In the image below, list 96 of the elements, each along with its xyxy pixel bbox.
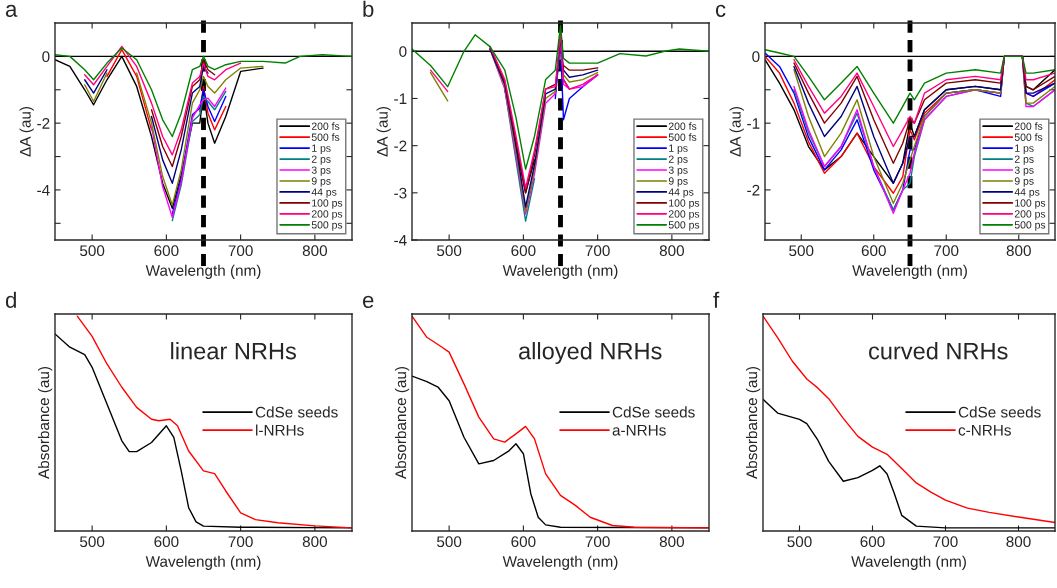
x-tick-label: 800 [302, 536, 328, 548]
legend-label: 44 ps [668, 188, 694, 198]
legend-label: CdSe seeds [255, 406, 338, 418]
text: d [5, 291, 16, 308]
y-axis-title: Absorbance (au) [394, 366, 410, 479]
legend-label: 500 ps [668, 221, 700, 231]
x-tick-label: 800 [659, 245, 685, 257]
legend-label: 2 ps [1014, 155, 1034, 165]
legend-label: 500 fs [1014, 133, 1043, 141]
annotation: linear NRHs [171, 342, 296, 360]
line-series [150, 87, 227, 218]
y-tick-label: -3 [394, 187, 407, 199]
legend-label: 500 fs [311, 133, 340, 141]
legend-label: 9 ps [668, 177, 688, 187]
y-tick-label: 0 [752, 51, 760, 63]
y-tick-label: -4 [394, 235, 407, 246]
x-tick-label: 700 [585, 536, 610, 548]
y-axis-title: ΔA (au) [19, 106, 34, 157]
annotation: curved NRHs [869, 342, 1008, 360]
legend-label: 3 ps [668, 166, 688, 176]
x-tick-label: 600 [511, 245, 536, 257]
y-tick-label: -2 [37, 118, 50, 129]
x-tick-label: 600 [860, 536, 885, 548]
legend-label: 44 ps [1014, 188, 1040, 198]
y-axis-title: Absorbance (au) [37, 366, 53, 479]
legend-label: c-NRHs [958, 424, 1011, 436]
text: b [363, 0, 374, 17]
x-tick-label: 500 [436, 536, 462, 548]
legend-label: 3 ps [311, 166, 331, 176]
legend-label: 500 ps [1014, 221, 1046, 231]
legend-label: 100 ps [669, 199, 700, 209]
legend-label: 100 ps [1015, 199, 1046, 209]
legend-label: 9 ps [1014, 177, 1034, 187]
legend-label: 1 ps [1015, 144, 1034, 154]
legend-label: 500 ps [311, 221, 343, 231]
y-tick-label: -2 [394, 140, 407, 152]
x-tick-label: 500 [789, 245, 814, 257]
legend-label: 1 ps [312, 144, 331, 154]
x-tick-label: 800 [659, 536, 685, 548]
legend-label: 44 ps [311, 188, 337, 198]
y-tick-label: -4 [37, 184, 50, 196]
annotation: alloyed NRHs [519, 342, 662, 365]
legend-label: 200 fs [311, 122, 340, 130]
x-axis-title: Wavelength (nm) [145, 555, 261, 570]
legend-label: 3 ps [1014, 166, 1034, 176]
legend-label: 200 fs [668, 122, 697, 130]
y-axis-title: ΔA (au) [729, 106, 744, 157]
x-tick-label: 700 [934, 245, 959, 257]
x-axis-title: Wavelength (nm) [145, 264, 261, 279]
x-tick-label: 700 [933, 536, 958, 548]
x-tick-label: 500 [787, 536, 812, 548]
x-tick-label: 600 [154, 245, 179, 257]
legend-label: 200 ps [668, 210, 700, 220]
x-tick-label: 600 [154, 536, 179, 548]
y-tick-label: -1 [747, 118, 760, 129]
legend-label: 100 ps [312, 199, 343, 209]
x-tick-label: 500 [436, 245, 462, 257]
legend-label: 9 ps [311, 177, 331, 187]
text: e [362, 295, 374, 308]
text: c [715, 4, 726, 17]
x-tick-label: 800 [1006, 245, 1031, 257]
x-tick-label: 800 [1006, 536, 1031, 548]
x-tick-label: 500 [79, 245, 105, 257]
legend-label: l-NRHs [256, 424, 304, 436]
x-tick-label: 700 [228, 245, 253, 257]
y-axis-title: ΔA (au) [376, 106, 391, 157]
legend-label: 1 ps [669, 144, 688, 154]
x-axis-title: Wavelength (nm) [502, 555, 618, 570]
x-tick-label: 500 [79, 536, 105, 548]
y-axis-title: Absorbance (au) [745, 366, 761, 479]
x-tick-label: 700 [585, 245, 610, 257]
x-tick-label: 600 [511, 536, 536, 548]
y-tick-label: 0 [42, 51, 50, 63]
legend-label: 200 fs [1014, 122, 1043, 130]
legend-label: 500 fs [668, 133, 697, 141]
x-axis-title: Wavelength (nm) [852, 264, 967, 279]
text: a [5, 4, 18, 17]
line-series [84, 45, 242, 156]
x-axis-title: Wavelength (nm) [502, 264, 618, 279]
y-tick-label: 0 [399, 46, 407, 57]
legend-label: 200 ps [1014, 210, 1046, 220]
line-series [504, 88, 536, 222]
legend-label: a-NRHs [612, 424, 666, 436]
legend-label: 200 ps [311, 210, 343, 220]
legend-label: CdSe seeds [612, 406, 695, 418]
x-tick-label: 700 [228, 536, 253, 548]
x-tick-label: 600 [861, 245, 886, 257]
line-series [150, 59, 216, 168]
x-axis-title: Wavelength (nm) [851, 555, 966, 570]
x-tick-label: 800 [302, 245, 328, 257]
text: f [713, 291, 720, 308]
y-tick-label: -2 [747, 184, 760, 196]
legend-label: CdSe seeds [958, 406, 1041, 418]
legend-label: 2 ps [668, 155, 688, 165]
legend-label: 2 ps [311, 155, 331, 165]
y-tick-label: -1 [394, 93, 407, 105]
